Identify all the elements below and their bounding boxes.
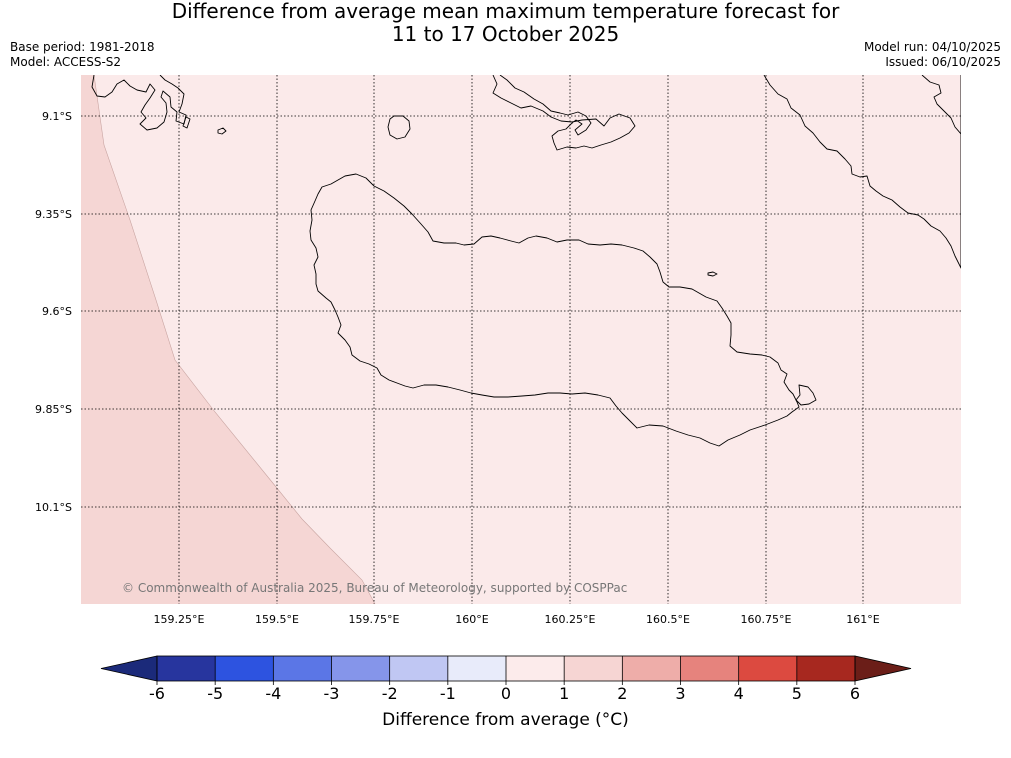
anomaly-boundary — [93, 74, 376, 605]
colorbar-tick-label: -1 — [440, 684, 456, 700]
colorbar-tick-label: 0 — [501, 684, 511, 700]
colorbar-tick-label: -4 — [265, 684, 281, 700]
lat-tick-label: 9.6°S — [42, 305, 72, 318]
colorbar-tick-label: 4 — [734, 684, 744, 700]
colorbar-segment — [331, 656, 390, 681]
coastline-guadalcanal — [309, 173, 800, 447]
lon-tick-label: 160.75°E — [741, 613, 792, 626]
colorbar-segment — [680, 656, 739, 681]
lat-tick-label: 9.35°S — [35, 208, 72, 221]
anomaly-zone-west — [81, 75, 375, 604]
colorbar-title: Difference from average (°C) — [382, 710, 629, 730]
lat-tick-label: 9.85°S — [35, 403, 72, 416]
lon-tick-label: 159.5°E — [255, 613, 299, 626]
lon-tick-label: 160°E — [455, 613, 488, 626]
colorbar-tick-label: 3 — [675, 684, 685, 700]
coastline-russell-islands — [91, 75, 187, 131]
colorbar-segment — [273, 656, 332, 681]
colorbar-tick-label: 1 — [559, 684, 569, 700]
colorbar-tick-label: -6 — [149, 684, 165, 700]
lon-tick-label: 160.25°E — [545, 613, 596, 626]
colorbar-segment — [796, 656, 855, 681]
lat-tick-label: 10.1°S — [35, 501, 72, 514]
meta-left: Base period: 1981-2018 Model: ACCESS-S2 — [10, 40, 155, 70]
colorbar-under-arrow — [100, 655, 158, 682]
coastline-tip-east — [795, 384, 817, 406]
lon-tick-label: 159.75°E — [349, 613, 400, 626]
lat-tick-label: 9.1°S — [42, 110, 72, 123]
meta-right: Model run: 04/10/2025 Issued: 06/10/2025 — [864, 40, 1001, 70]
coastline-savo-island — [387, 115, 411, 140]
model-run: Model run: 04/10/2025 — [863, 40, 1001, 54]
coastlines — [91, 75, 961, 447]
colorbar-segment — [738, 656, 797, 681]
colorbar-tick-label: -5 — [207, 684, 223, 700]
longitude-labels: 159.25°E 159.5°E 159.75°E 160°E 160.25°E 160.… — [154, 613, 880, 626]
coastline-ngella-north — [921, 75, 961, 135]
title-line-1: Difference from average mean maximum tem… — [171, 0, 840, 23]
colorbar-over-arrow — [854, 655, 912, 682]
coastline-islet-3 — [182, 116, 191, 129]
colorbar-tick-label: 2 — [617, 684, 627, 700]
base-period: Base period: 1981-2018 — [10, 40, 155, 54]
colorbar-tick-label: -3 — [324, 684, 340, 700]
colorbar-segment — [215, 656, 274, 681]
colorbar-segment — [564, 656, 623, 681]
lon-tick-label: 161°E — [846, 613, 879, 626]
colorbar-labels: -6 -5 -4 -3 -2 -1 0 1 2 3 4 5 6 — [149, 684, 860, 700]
chart-title: Difference from average mean maximum tem… — [0, 0, 1011, 46]
coastline-malaita — [763, 75, 961, 269]
lon-tick-label: 159.25°E — [154, 613, 205, 626]
copyright-text: © Commonwealth of Australia 2025, Bureau… — [122, 581, 627, 595]
lon-tick-label: 160.5°E — [646, 613, 690, 626]
colorbar-segment — [389, 656, 448, 681]
colorbar-tick-label: 6 — [850, 684, 860, 700]
colorbar-segment — [157, 656, 216, 681]
latitude-labels: 9.1°S 9.35°S 9.6°S 9.85°S 10.1°S — [35, 110, 72, 514]
colorbar: -6 -5 -4 -3 -2 -1 0 1 2 3 4 5 6 — [100, 655, 912, 700]
colorbar-segment — [447, 656, 506, 681]
title-line-2: 11 to 17 October 2025 — [391, 22, 620, 46]
coastline-islet-1 — [217, 127, 227, 135]
model-name: Model: ACCESS-S2 — [10, 55, 122, 69]
colorbar-tick-label: -2 — [382, 684, 398, 700]
coastline-florida-islands — [492, 75, 636, 151]
colorbar-segment — [506, 656, 565, 681]
coastline-islet-2 — [707, 271, 718, 277]
colorbar-tick-label: 5 — [792, 684, 802, 700]
map-panel: 9.1°S9.35°S9.6°S9.85°S10.1°S 159.25°E 159… — [35, 74, 961, 626]
colorbar-segments — [100, 655, 912, 685]
gridlines — [81, 75, 961, 604]
colorbar-segment — [622, 656, 681, 681]
issued-date: Issued: 06/10/2025 — [885, 55, 1001, 69]
